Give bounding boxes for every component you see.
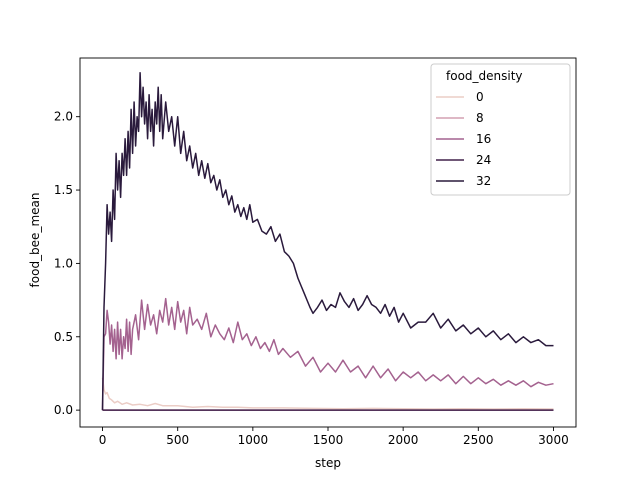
x-axis-ticks: 0 500 1000 1500 2000 2500 3000 [99,427,569,447]
series-line-16 [101,297,554,411]
legend: food_density 0 8 16 24 32 [430,63,571,196]
y-tick-label: 0.0 [54,403,73,417]
y-tick-label: 2.0 [54,110,73,124]
x-tick-label: 1000 [238,433,269,447]
y-axis-ticks: 0.0 0.5 1.0 1.5 2.0 [54,110,80,417]
y-tick-label: 0.5 [54,330,73,344]
x-tick-label: 0 [99,433,107,447]
y-tick-label: 1.0 [54,256,73,270]
legend-entries: 0 8 16 24 32 [436,90,491,188]
legend-title: food_density [446,69,523,83]
x-tick-label: 2500 [463,433,494,447]
legend-box [430,63,571,196]
y-axis-label: food_bee_mean [28,193,42,288]
legend-label: 8 [476,111,484,125]
legend-label: 0 [476,90,484,104]
series-line-0 [101,377,554,410]
x-tick-label: 500 [166,433,189,447]
legend-label: 32 [476,174,491,188]
legend-label: 16 [476,132,491,146]
x-tick-label: 2000 [388,433,419,447]
legend-label: 24 [476,153,491,167]
series-line-32 [101,71,554,411]
x-tick-label: 3000 [538,433,569,447]
y-tick-label: 1.5 [54,183,73,197]
x-tick-label: 1500 [313,433,344,447]
x-axis-label: step [315,456,341,470]
series-layer [101,71,554,411]
